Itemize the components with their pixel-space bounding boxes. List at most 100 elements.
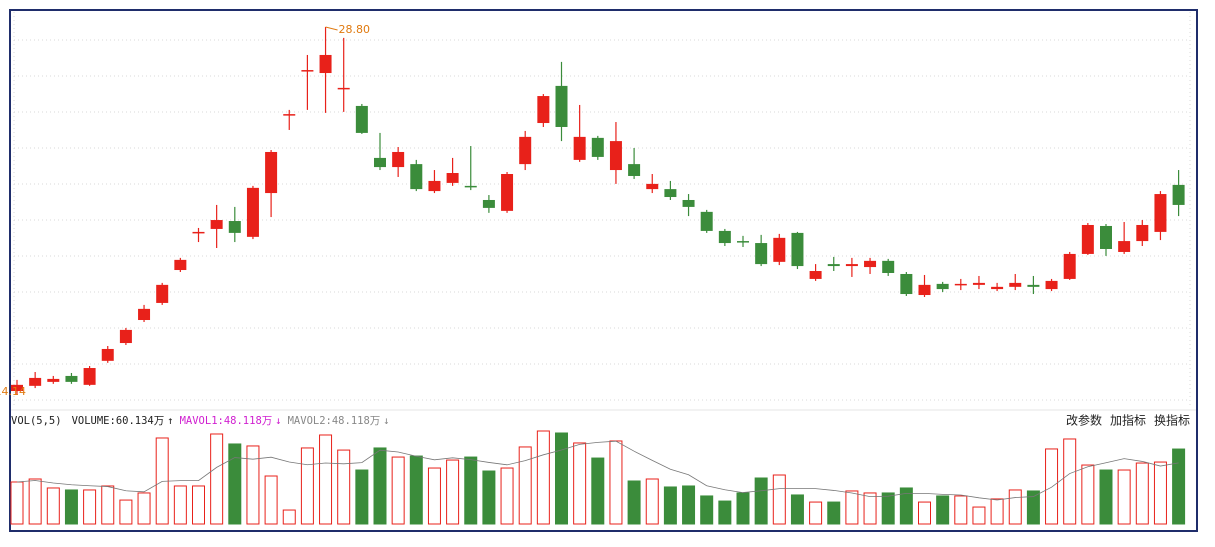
volume-bar [64, 489, 78, 525]
candle-body [355, 105, 368, 133]
candle-body [1154, 194, 1167, 232]
candle-body [682, 199, 695, 207]
candle-body [283, 114, 296, 116]
volume-bar [899, 487, 913, 525]
volume-bar [936, 495, 950, 525]
candle-body [573, 136, 586, 160]
volume-bar [355, 469, 369, 525]
candle-body [936, 283, 949, 290]
volume-bar [482, 470, 496, 525]
volume-bar [1153, 461, 1167, 525]
indicator-button[interactable]: 改参数 [1066, 413, 1102, 428]
volume-bar [627, 480, 641, 525]
volume-bar [609, 440, 623, 525]
candle-body [228, 221, 241, 233]
volume-bar [391, 456, 405, 525]
volume-bar [591, 457, 605, 525]
volume-bar [845, 490, 859, 525]
candle-body [827, 264, 840, 267]
header-ma2-arrow: ↓ [383, 415, 389, 427]
candle-body [47, 378, 60, 382]
volume-bar [337, 449, 351, 525]
volume-bar [246, 445, 260, 525]
volume-bar [228, 443, 242, 525]
candle-body [319, 54, 332, 74]
volume-bar [264, 475, 278, 525]
volume-bar [663, 486, 677, 525]
candle-body [555, 85, 568, 127]
candle-body [1100, 225, 1112, 249]
candle-body [646, 183, 659, 190]
candle-body [791, 232, 804, 267]
candle-body [119, 329, 132, 344]
volume-bar [645, 478, 659, 525]
low-label: 14.14 [0, 385, 26, 398]
volume-bar [446, 459, 460, 525]
candle-body [882, 260, 895, 273]
candle-body [700, 211, 713, 231]
volume-bar [518, 446, 532, 525]
indicator-button[interactable]: 换指标 [1154, 413, 1190, 428]
volume-panel [10, 430, 1186, 525]
volume-bar [10, 481, 24, 525]
volume-bar [972, 506, 986, 525]
volume-bar [464, 456, 478, 525]
volume-bar [881, 492, 895, 525]
volume-bar [319, 434, 333, 525]
candle-body [83, 368, 96, 385]
candle-body [101, 348, 114, 361]
candle-body [174, 259, 187, 271]
volume-bar [210, 433, 224, 525]
candle-body [1045, 280, 1058, 290]
candle-body [591, 137, 604, 157]
volume-bar [1135, 462, 1149, 525]
ma-line [16, 440, 1179, 501]
candle-body [482, 199, 495, 208]
volume-bar [736, 492, 750, 525]
candle-body [737, 241, 749, 243]
candle-body [265, 151, 278, 194]
candle-body [1118, 241, 1131, 252]
candle-body [11, 384, 23, 392]
volume-bar [409, 455, 423, 525]
header-indicator: VOL(5,5) [11, 415, 62, 427]
candle-body [773, 237, 786, 262]
candle-body [464, 185, 477, 188]
volume-bar [990, 498, 1004, 525]
candle-body [1063, 253, 1076, 279]
price-panel: 28.80 14.14 [0, 23, 1185, 398]
header-ma1-arrow: ↓ [275, 415, 281, 427]
volume-bar [827, 501, 841, 525]
volume-bar [536, 430, 550, 525]
candle-body [138, 308, 151, 321]
volume-bar [282, 509, 296, 525]
candle-body [156, 284, 169, 303]
volume-bar [682, 485, 696, 525]
candle-body [446, 173, 459, 183]
candle-body [628, 164, 641, 176]
volume-bar [192, 485, 205, 525]
candle-body [392, 151, 405, 168]
candle-body [428, 180, 441, 192]
candle-body [1081, 224, 1094, 254]
candle-body [1172, 184, 1185, 205]
candle-body [972, 282, 985, 285]
candle-body [210, 220, 223, 229]
candle-body [991, 286, 1004, 290]
volume-bar [373, 447, 387, 525]
indicator-button[interactable]: 加指标 [1110, 413, 1146, 428]
candle-body [337, 87, 350, 90]
volume-bar [1099, 469, 1113, 525]
volume-bar [83, 489, 97, 525]
candle-body [246, 187, 259, 237]
candle-body [301, 70, 314, 72]
candle-body [519, 136, 532, 165]
candle-body [609, 141, 622, 171]
volume-bar [1117, 469, 1131, 525]
candle-body [755, 243, 768, 265]
volume-bar [555, 432, 568, 525]
candle-body [918, 284, 931, 296]
candle-body [537, 96, 550, 124]
